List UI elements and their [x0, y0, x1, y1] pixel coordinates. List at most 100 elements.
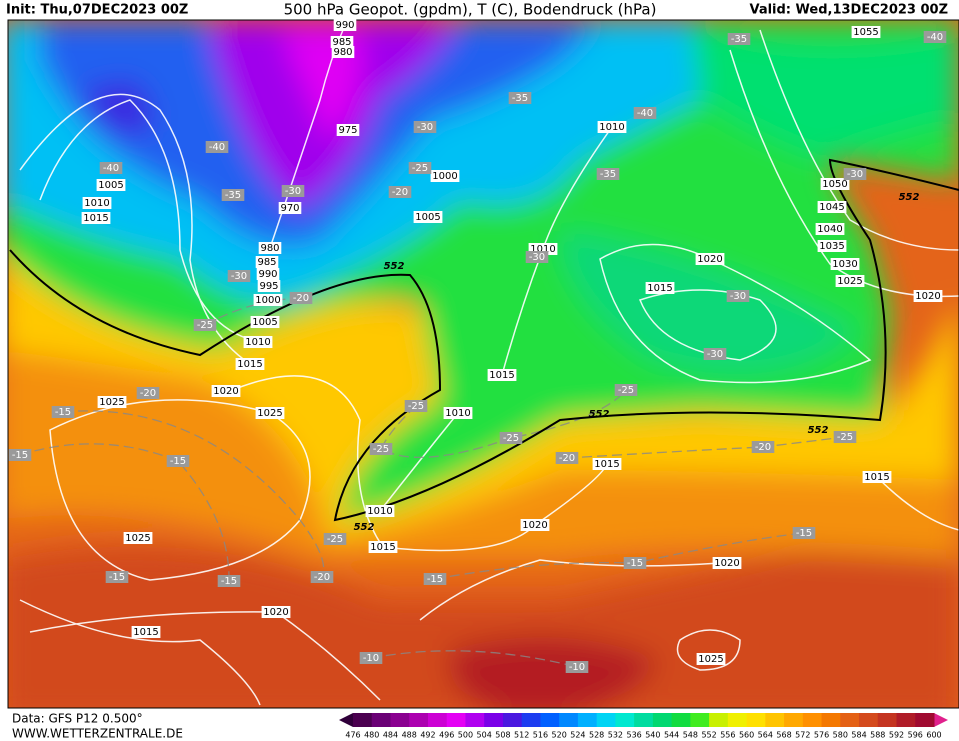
isobar-label-box: [712, 557, 742, 569]
colorbar-label: 524: [570, 731, 585, 740]
colorbar-bin: [502, 713, 523, 727]
colorbar-label: 596: [908, 731, 923, 740]
isobar-label: 985: [332, 37, 351, 48]
temperature-label: -40: [927, 32, 943, 43]
temperature-label: -30: [730, 291, 746, 302]
colorbar-label: 576: [814, 731, 829, 740]
data-source: Data: GFS P12 0.500°: [12, 712, 143, 726]
colorbar-bin: [353, 713, 373, 727]
temperature-label: -35: [512, 93, 528, 104]
temperature-label: -15: [796, 528, 812, 539]
temperature-label-box: [833, 431, 857, 443]
isobar-label-box: [257, 280, 281, 292]
temperature-label: -10: [363, 653, 379, 664]
colorbar-label: 500: [458, 731, 473, 740]
isobar-label: 980: [333, 47, 352, 58]
colorbar-bin: [615, 713, 635, 727]
colorbar-bin: [634, 713, 654, 727]
isobar-label-box: [820, 178, 850, 190]
temperature-label: -10: [569, 662, 585, 673]
temperature-label-box: [388, 186, 412, 198]
isobar-label-box: [333, 19, 357, 31]
isobar-label-box: [331, 46, 355, 58]
temperature-label-box: [633, 107, 657, 119]
isobar-label: 1020: [263, 607, 288, 618]
isobar-label-box: [253, 294, 283, 306]
temperature-label: -35: [600, 169, 616, 180]
colorbar-bin: [821, 713, 841, 727]
colorbar-bin: [709, 713, 729, 727]
temperature-label: -20: [392, 187, 408, 198]
isobar-label: 975: [338, 125, 357, 136]
isobar-label: 1020: [697, 254, 722, 265]
temperature-label-box: [99, 162, 123, 174]
colorbar-label: 516: [533, 731, 548, 740]
temperature-label: -15: [427, 574, 443, 585]
colorbar-label: 488: [402, 731, 417, 740]
isobar-label-box: [256, 268, 280, 280]
isobar-label-box: [278, 202, 302, 214]
isobar-label-box: [695, 253, 725, 265]
isobar-label-box: [696, 653, 726, 665]
isobar-label-box: [250, 316, 280, 328]
temperature-label-box: [359, 652, 383, 664]
temperature-label-box: [310, 571, 334, 583]
temperature-label-box: [727, 33, 751, 45]
colorbar-label: 480: [364, 731, 379, 740]
site: WWW.WETTERZENTRALE.DE: [12, 727, 183, 741]
colorbar-label: 544: [664, 731, 679, 740]
isobar-label: 1010: [367, 506, 392, 517]
isobar-label-box: [413, 211, 443, 223]
colorbar-label: 572: [795, 731, 810, 740]
colorbar-label: 508: [495, 731, 510, 740]
colorbar-label: 588: [870, 731, 885, 740]
colorbar-label: 592: [889, 731, 904, 740]
colorbar-bin: [784, 713, 804, 727]
isobar-label: 1015: [489, 370, 514, 381]
temperature-label-box: [792, 527, 816, 539]
geopotential-label: 552: [384, 261, 405, 272]
isobar-label: 1020: [915, 291, 940, 302]
temperature-label: -15: [627, 558, 643, 569]
init-time: Init: Thu,07DEC2023 00Z: [6, 3, 188, 18]
isobar-label: 1005: [415, 212, 440, 223]
temperature-label-box: [136, 387, 160, 399]
colorbar-bin: [521, 713, 541, 727]
temperature-label: -25: [373, 444, 389, 455]
temperature-label: -15: [221, 576, 237, 587]
isobar-label-box: [835, 275, 865, 287]
colorbar-bin: [652, 713, 673, 727]
isobar-label: 1045: [819, 202, 844, 213]
isobar-label-box: [123, 532, 153, 544]
isobar-label: 990: [258, 269, 277, 280]
temperature-label-box: [555, 452, 579, 464]
temperature-label: -30: [529, 252, 545, 263]
isobar-label: 1025: [99, 397, 124, 408]
temperature-label: -15: [170, 456, 186, 467]
isobar-label: 980: [260, 243, 279, 254]
colorbar-label: 600: [926, 731, 941, 740]
colorbar-label: 492: [420, 731, 435, 740]
isobar-label: 1020: [714, 558, 739, 569]
isobar-label-box: [255, 407, 285, 419]
isobar-label: 1015: [83, 213, 108, 224]
temperature-label-box: [217, 575, 241, 587]
isobar-label-box: [520, 519, 550, 531]
temperature-label: -30: [285, 186, 301, 197]
colorbar-bin: [559, 713, 579, 727]
temperature-label-box: [423, 573, 447, 585]
colorbar-bin: [859, 713, 879, 727]
colorbar-label: 532: [608, 731, 623, 740]
temperature-label: -20: [755, 442, 771, 453]
isobar-label-box: [368, 541, 398, 553]
isobar-label-box: [131, 626, 161, 638]
isobar-label-box: [817, 201, 847, 213]
isobar-label-box: [487, 369, 517, 381]
temperature-label: -20: [314, 572, 330, 583]
temperature-label: -30: [231, 271, 247, 282]
isobar-label: 985: [257, 257, 276, 268]
isobar-label: 1040: [817, 224, 842, 235]
isobar-label-box: [862, 471, 892, 483]
